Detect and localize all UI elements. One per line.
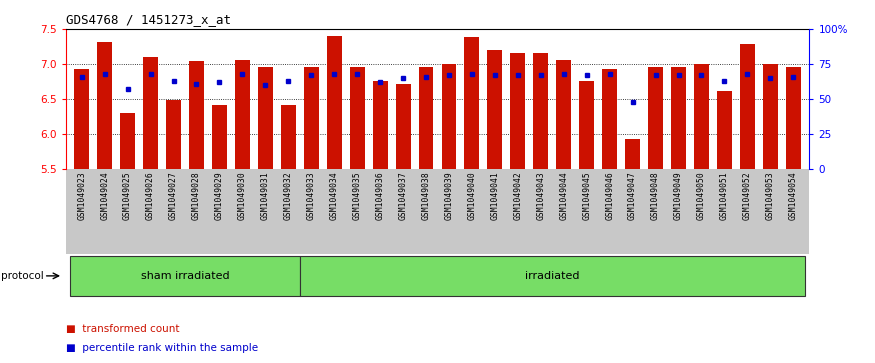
Bar (786, 68, 801, 169)
Bar (579, 81, 594, 169)
Bar (234, 61, 250, 169)
Bar (556, 61, 571, 169)
Bar (763, 64, 778, 169)
Bar (74, 69, 89, 169)
Bar (418, 68, 433, 169)
Bar (281, 105, 296, 169)
Bar (625, 139, 640, 169)
Bar (671, 68, 686, 169)
Text: ■  transformed count: ■ transformed count (66, 323, 179, 334)
Bar (166, 100, 181, 169)
Text: ■  percentile rank within the sample: ■ percentile rank within the sample (66, 343, 258, 353)
Bar (373, 81, 388, 169)
Bar (258, 68, 273, 169)
Bar (648, 68, 663, 169)
FancyBboxPatch shape (70, 256, 300, 296)
Bar (144, 57, 158, 169)
Text: GDS4768 / 1451273_x_at: GDS4768 / 1451273_x_at (66, 13, 231, 26)
Bar (212, 105, 227, 169)
Bar (534, 53, 549, 169)
Text: protocol: protocol (1, 271, 44, 281)
Bar (326, 36, 341, 169)
Bar (120, 113, 135, 169)
Bar (740, 44, 755, 169)
Text: irradiated: irradiated (525, 271, 579, 281)
Bar (304, 68, 318, 169)
Bar (442, 64, 457, 169)
Bar (717, 90, 732, 169)
Bar (694, 64, 709, 169)
Bar (189, 61, 204, 169)
FancyBboxPatch shape (300, 256, 805, 296)
Bar (465, 37, 480, 169)
Bar (396, 83, 410, 169)
Bar (487, 50, 502, 169)
Bar (350, 68, 365, 169)
Bar (510, 53, 525, 169)
Text: sham irradiated: sham irradiated (141, 271, 229, 281)
Bar (602, 69, 617, 169)
Bar (97, 42, 112, 169)
